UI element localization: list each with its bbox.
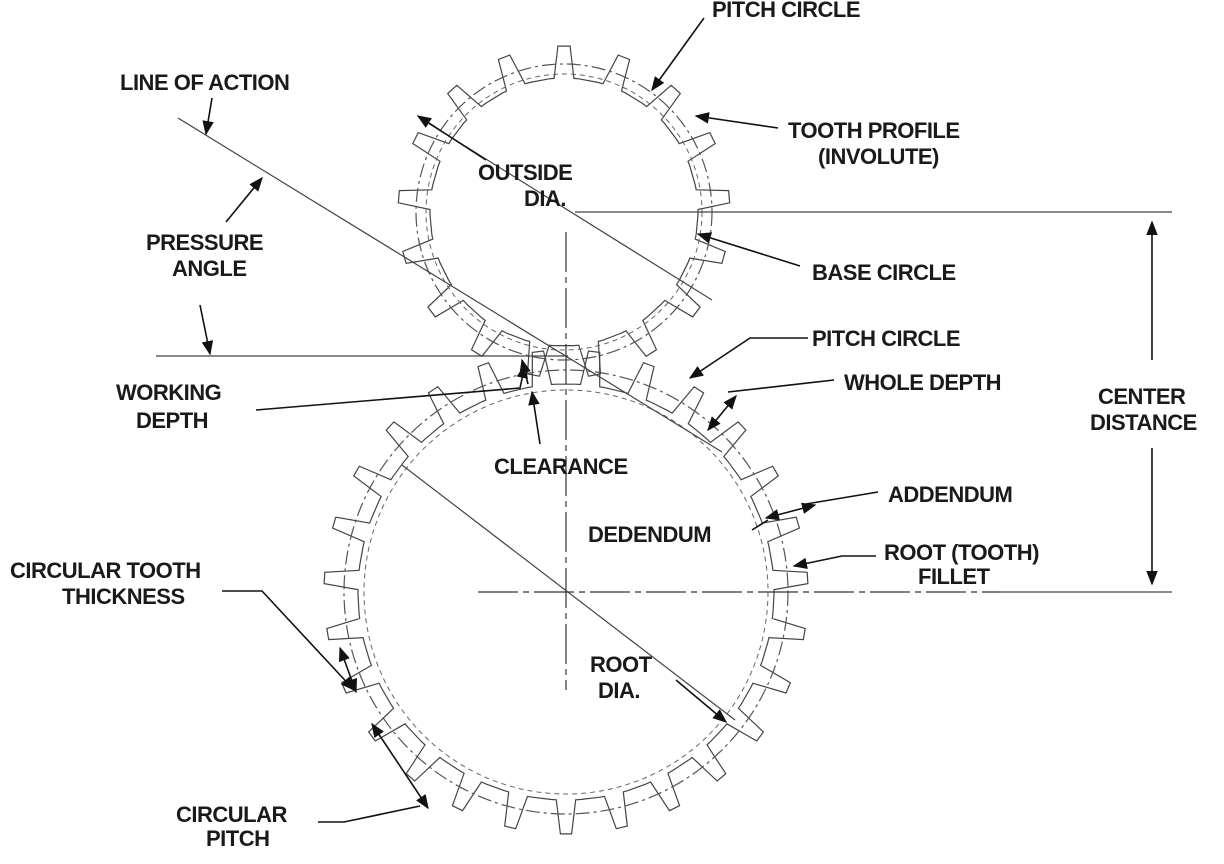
root-dia-label-2: DIA.: [598, 678, 640, 703]
working-depth-arrow-top: [519, 358, 531, 385]
root-dia-leader: [675, 679, 728, 723]
addendum-dedendum-arrow: [764, 502, 817, 521]
tooth-profile-label-2: (INVOLUTE): [818, 144, 939, 169]
outside-dia-leader: [416, 115, 487, 161]
whole-depth-arrow: [707, 394, 737, 432]
circular-tooth-label-1: CIRCULAR TOOTH: [10, 558, 201, 583]
circular-tooth-thickness-arrow: [339, 646, 357, 694]
pinion-tooth-profile: [397, 45, 731, 377]
leader-lines: [199, 17, 879, 823]
dedendum-leader: [751, 519, 769, 531]
outside-dia-label-2: DIA.: [524, 186, 566, 211]
pitch-circle-mid-label: PITCH CIRCLE: [812, 326, 960, 351]
line-of-action-leader: [202, 97, 214, 136]
tooth-profile-label-1: TOOTH PROFILE: [788, 118, 960, 143]
base-circle-label: BASE CIRCLE: [812, 260, 956, 285]
pressure-angle-leader-bottom: [199, 304, 214, 356]
dedendum-label: DEDENDUM: [588, 522, 711, 547]
pressure-angle-label-1: PRESSURE: [146, 230, 263, 255]
circular-pitch-label-1: CIRCULAR: [176, 802, 287, 827]
center-distance-label-1: CENTER: [1098, 384, 1186, 409]
gear-tooth-profile: [323, 350, 809, 835]
base-circle-leader: [696, 232, 801, 267]
root-fillet-label-1: ROOT (TOOTH): [884, 540, 1039, 565]
pressure-angle-label-2: ANGLE: [172, 256, 247, 281]
line-of-action-line: [177, 117, 723, 453]
clearance-label: CLEARANCE: [494, 454, 628, 479]
working-depth-label-1: WORKING: [116, 380, 221, 405]
pinion-gear: [397, 45, 731, 377]
outside-dia-label-1: OUTSIDE: [478, 160, 572, 185]
addendum-leader: [805, 491, 879, 505]
working-depth-label-2: DEPTH: [136, 408, 208, 433]
tooth-profile-leader: [694, 112, 779, 129]
whole-depth-leader: [727, 379, 835, 393]
center-distance-label-2: DISTANCE: [1090, 410, 1197, 435]
pitch-circle-mid-leader: [688, 337, 808, 379]
circular-pitch-label-2: PITCH: [206, 826, 270, 851]
pressure-angle-leader-top: [225, 176, 263, 223]
whole-depth-label: WHOLE DEPTH: [844, 370, 1001, 395]
circular-tooth-thickness-leader: [222, 590, 355, 692]
circular-pitch-leader: [318, 805, 421, 823]
pitch-circle-top-label: PITCH CIRCLE: [712, 0, 860, 22]
root-diameter-line: [401, 464, 736, 721]
clearance-leader: [528, 390, 541, 445]
working-depth-leader: [255, 363, 528, 411]
circular-tooth-label-2: THICKNESS: [62, 584, 185, 609]
line-of-action-label: LINE OF ACTION: [120, 70, 289, 95]
addendum-label: ADDENDUM: [888, 482, 1012, 507]
root-dia-label-1: ROOT: [590, 652, 653, 677]
circular-pitch-arrow: [371, 722, 429, 810]
root-fillet-leader: [792, 555, 876, 569]
pitch-circle-top-leader: [651, 17, 705, 92]
root-fillet-label-2: FILLET: [918, 564, 991, 589]
labels: PITCH CIRCLE LINE OF ACTION TOOTH PROFIL…: [10, 0, 1197, 851]
